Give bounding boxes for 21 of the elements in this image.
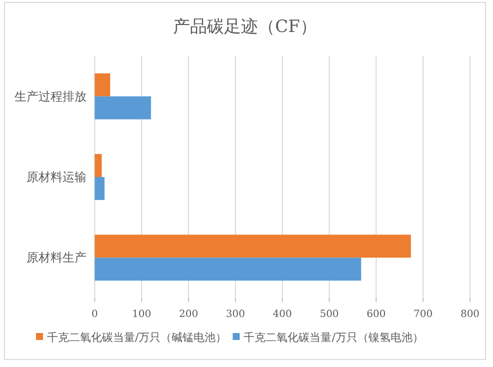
y-tick-label: 原材料运输: [26, 170, 87, 184]
bar: [94, 154, 102, 177]
bar: [94, 258, 362, 281]
y-tick-label: 原材料生产: [26, 250, 87, 265]
bar: [94, 96, 151, 120]
legend-label: 千克二氧化碳当量/万只（碱锰电池）: [47, 331, 227, 344]
x-tick-label: 400: [272, 309, 292, 320]
x-tick-label: 600: [366, 309, 386, 320]
x-tick-label: 300: [226, 309, 245, 320]
y-tick-label: 生产过程排放: [14, 89, 87, 104]
x-tick-label: 200: [178, 309, 198, 320]
chart-title: 产品碳足迹（CF）: [173, 17, 317, 37]
bar: [94, 234, 411, 258]
x-tick-label: 800: [460, 309, 480, 320]
x-tick-label: 100: [132, 309, 152, 320]
x-tick-label: 0: [92, 309, 98, 320]
x-tick-label: 700: [414, 309, 433, 320]
x-tick-label: 500: [320, 309, 339, 320]
bar: [94, 73, 110, 96]
bar: [94, 177, 105, 200]
legend-label: 千克二氧化碳当量/万只（镍氢电池）: [244, 331, 424, 344]
